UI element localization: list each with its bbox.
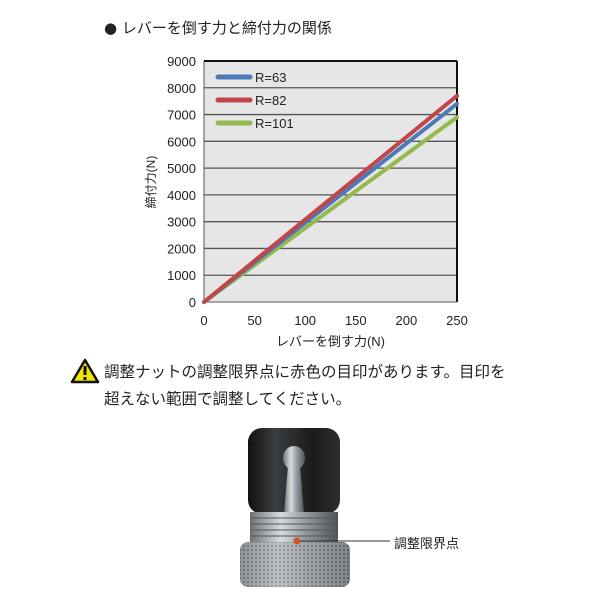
y-tick-label: 1000	[167, 268, 196, 283]
y-tick-label: 9000	[167, 54, 196, 69]
y-tick-label: 6000	[167, 134, 196, 149]
series-line-R=82	[202, 93, 459, 304]
y-tick-label: 4000	[167, 188, 196, 203]
warning-text-line1: 調整ナットの調整限界点に赤色の目印があります。目印を	[104, 363, 506, 381]
warning-triangle-icon	[70, 358, 100, 384]
y-tick-label: 3000	[167, 215, 196, 230]
x-tick-label: 200	[396, 313, 418, 328]
y-tick-label: 8000	[167, 81, 196, 96]
y-tick-label: 2000	[167, 241, 196, 256]
section-title: ● レバーを倒す力と締付力の関係	[104, 19, 332, 37]
chart: 0 1000 2000 3000 4000 5000 6000 7000 8000 9000 0 50…	[143, 54, 468, 349]
plot-area	[204, 61, 457, 302]
x-tick-label: 0	[200, 313, 207, 328]
y-axis-label: 締付力(N)	[143, 156, 158, 209]
x-tick-label: 150	[345, 313, 367, 328]
x-tick-label: 50	[247, 313, 261, 328]
x-tick-label: 100	[294, 313, 316, 328]
legend-label: R=63	[255, 70, 286, 85]
callout-label: 調整限界点	[394, 537, 460, 552]
y-tick-label: 5000	[167, 161, 196, 176]
legend-label: R=101	[255, 116, 294, 131]
warning-text-line2: 超えない範囲で調整してください。	[104, 390, 352, 408]
x-axis-label: レバーを倒す力(N)	[276, 334, 385, 349]
legend-label: R=82	[255, 93, 286, 108]
adjustment-nut-photo	[240, 428, 390, 587]
y-tick-label: 0	[189, 295, 196, 310]
limit-mark	[293, 537, 301, 545]
y-tick-label: 7000	[167, 108, 196, 123]
x-tick-label: 250	[446, 313, 468, 328]
